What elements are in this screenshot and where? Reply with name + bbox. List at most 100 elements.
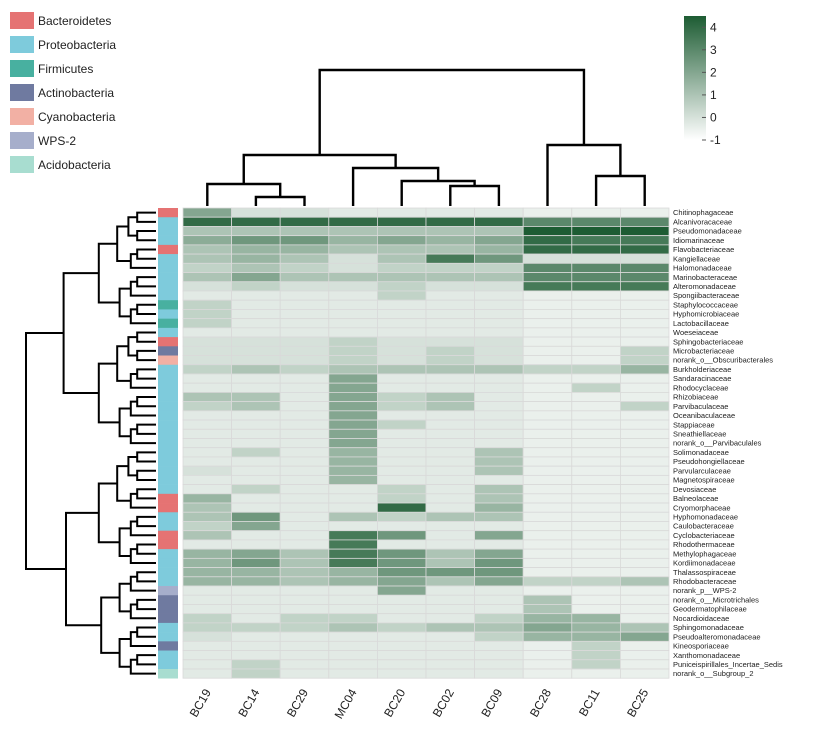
heatmap-cell-norank-o-obscuribacterales-bc29	[279, 355, 330, 366]
heatmap-cell-sandaracinaceae-bc29	[279, 373, 330, 384]
heatmap-cell-pseudohongiellaceae-bc09	[474, 456, 524, 467]
heatmap-cell-pseudomonadaceae-bc25	[620, 226, 670, 237]
row-label-norank-o-subgroup-2: norank_o__Subgroup_2	[673, 669, 754, 678]
row-link-10-11	[136, 303, 156, 316]
heatmap-cell-hyphomonadaceae-bc20	[376, 511, 427, 522]
heatmap-cell-puniceispirillales-incertae-sedis-bc02	[425, 659, 475, 670]
heatmap-cell-alteromonadaceae-bc11	[571, 281, 621, 292]
row-label-rhodothermaceae: Rhodothermaceae	[673, 540, 735, 549]
heatmap-cell-norank-o-subgroup-2-mc04	[328, 668, 378, 679]
heatmap-cell-burkholderiaceae-bc14	[231, 364, 281, 375]
heatmap-cell-marinobacteraceae-bc09	[474, 272, 524, 283]
row-label-puniceispirillales-incertae-sedis: Puniceispirillales_Incertae_Sedis	[673, 660, 783, 669]
heatmap-cell-kangiellaceae-bc29	[279, 253, 330, 264]
row-label-burkholderiaceae: Burkholderiaceae	[673, 365, 731, 374]
heatmap-cell-sandaracinaceae-bc28	[522, 373, 573, 384]
phylum-cell-sneathiellaceae	[158, 429, 178, 439]
heatmap-cell-pseudohongiellaceae-mc04	[328, 456, 378, 467]
heatmap-cell-oceanibaculaceae-bc25	[620, 410, 670, 421]
heatmap-cell-stappiaceae-bc20	[376, 419, 427, 430]
heatmap-cell-alteromonadaceae-bc28	[522, 281, 573, 292]
phylum-cell-rhizobiaceae	[158, 392, 178, 402]
colorbar-tick-label: 0	[710, 110, 717, 124]
heatmap-cell-pseudoalteromonadaceae-bc20	[376, 631, 427, 642]
heatmap-cell-rhodothermaceae-bc11	[571, 539, 621, 550]
heatmap-cell-xanthomonadaceae-bc25	[620, 650, 670, 661]
row-link-28-29	[136, 469, 156, 481]
row-label-pseudoalteromonadaceae: Pseudoalteromonadaceae	[673, 632, 761, 641]
phylum-cell-puniceispirillales-incertae-sedis	[158, 659, 178, 670]
heatmap-cell-balneolaceae-bc14	[231, 493, 281, 504]
heatmap-cell-cryomorphaceae-bc20	[376, 502, 427, 513]
heatmap-cell-lactobacillaceae-bc20	[376, 318, 427, 329]
heatmap-cell-rhizobiaceae-mc04	[328, 391, 378, 403]
row-link-4-6	[129, 253, 156, 269]
heatmap-cell-rhodocyclaceae-bc11	[571, 382, 621, 393]
heatmap-cell-alteromonadaceae-mc04	[328, 281, 378, 292]
row-link-48-50	[129, 658, 156, 675]
heatmap-cell-woeseiaceae-bc09	[474, 327, 524, 338]
heatmap-cell-parvularculaceae-bc29	[279, 465, 330, 476]
heatmap-cell-microbacteriaceae-bc28	[522, 345, 573, 356]
heatmap-cell-flavobacteriaceae-mc04	[328, 244, 378, 255]
heatmap-cell-norank-o-obscuribacterales-bc11	[571, 355, 621, 366]
heatmap-cell-sphingomonadaceae-bc11	[571, 622, 621, 633]
heatmap-cell-norank-p-wps-2-mc04	[328, 585, 378, 596]
phylum-cell-parvularculaceae	[158, 466, 178, 476]
heatmap-cell-oceanibaculaceae-bc28	[522, 410, 573, 421]
heatmap-cell-rhodobacteraceae-bc29	[279, 576, 330, 587]
heatmap-cell-rhodobacteraceae-mc04	[328, 576, 378, 587]
heatmap-cell-woeseiaceae-bc14	[231, 327, 281, 338]
phylum-cell-nocardioidaceae	[158, 613, 178, 624]
heatmap-cell-norank-o-parvibaculales-bc28	[522, 438, 573, 449]
row-link-39-50	[100, 596, 120, 654]
heatmap-cell-thalassospiraceae-mc04	[328, 567, 378, 578]
heatmap-cell-thalassospiraceae-bc20	[376, 567, 427, 578]
heatmap-cell-sandaracinaceae-bc20	[376, 373, 427, 384]
heatmap-cell-alteromonadaceae-bc25	[620, 281, 670, 292]
heatmap-cell-parvibaculaceae-bc02	[425, 401, 475, 412]
heatmap-cell-devosiaceae-mc04	[328, 484, 378, 495]
heatmap-cell-hyphomonadaceae-bc19	[182, 511, 232, 522]
heatmap-cell-rhodocyclaceae-bc02	[425, 382, 475, 393]
heatmap-cell-kangiellaceae-bc25	[620, 253, 670, 264]
heatmap-cell-alteromonadaceae-bc20	[376, 281, 427, 292]
col-link-3	[449, 184, 501, 206]
heatmap-cell-microbacteriaceae-bc25	[620, 345, 670, 356]
heatmap-cell-halomonadaceae-bc14	[231, 262, 281, 273]
heatmap-cell-stappiaceae-bc11	[571, 419, 621, 430]
heatmap-cell-kineosporiaceae-bc11	[571, 640, 621, 651]
heatmap-cell-kordiimonadaceae-bc11	[571, 557, 621, 568]
phylum-cell-sandaracinaceae	[158, 373, 178, 384]
heatmap-cell-magnetospiraceae-mc04	[328, 474, 378, 486]
column-label-bc11: BC11	[576, 686, 603, 719]
heatmap-cell-hyphomicrobiaceae-bc09	[474, 309, 524, 320]
heatmap-cell-nocardioidaceae-bc20	[376, 613, 427, 624]
heatmap-cell-cryomorphaceae-mc04	[328, 502, 378, 513]
heatmap-cell-cryomorphaceae-bc19	[182, 502, 232, 513]
heatmap-cell-marinobacteraceae-bc14	[231, 272, 281, 283]
heatmap-cell-methylophagaceae-bc20	[376, 548, 427, 559]
heatmap-cell-kangiellaceae-bc20	[376, 253, 427, 264]
phylum-cell-burkholderiaceae	[158, 364, 178, 375]
heatmap-cell-pseudohongiellaceae-bc11	[571, 456, 621, 467]
heatmap-cell-norank-o-parvibaculales-bc20	[376, 438, 427, 449]
phylum-cell-pseudomonadaceae	[158, 226, 178, 236]
heatmap-cell-oceanibaculaceae-bc29	[279, 410, 330, 421]
row-label-lactobacillaceae: Lactobacillaceae	[673, 319, 729, 328]
row-label-magnetospiraceae: Magnetospiraceae	[673, 476, 735, 485]
heatmap-cell-geodermatophilaceae-bc09	[474, 604, 524, 615]
heatmap-cell-staphylococcaceae-bc29	[279, 299, 330, 310]
colorbar-tick-label: -1	[710, 133, 721, 147]
heatmap-cell-microbacteriaceae-bc20	[376, 345, 427, 356]
heatmap-cell-norank-o-subgroup-2-bc11	[571, 668, 621, 679]
row-link-10-12	[129, 308, 156, 325]
heatmap-cell-magnetospiraceae-bc28	[522, 474, 573, 486]
heatmap-cell-microbacteriaceae-bc02	[425, 345, 475, 356]
heatmap-cell-norank-o-parvibaculales-bc25	[620, 438, 670, 449]
heatmap-cell-xanthomonadaceae-bc28	[522, 650, 573, 661]
heatmap-cell-oceanibaculaceae-mc04	[328, 410, 378, 421]
heatmap-cell-cyclobacteriaceae-bc20	[376, 530, 427, 541]
heatmap-cell-solimonadaceae-bc28	[522, 447, 573, 458]
row-label-kangiellaceae: Kangiellaceae	[673, 254, 720, 263]
